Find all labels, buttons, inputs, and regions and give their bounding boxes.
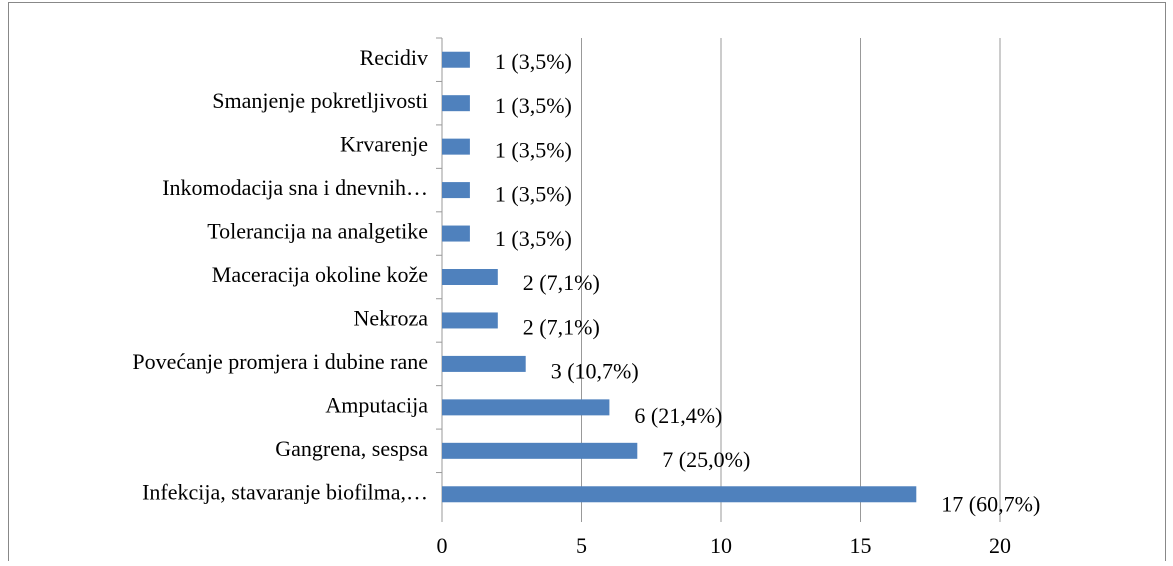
y-tick-label: Povećanje promjera i dubine rane <box>132 349 428 374</box>
bar <box>442 225 470 242</box>
data-label: 6 (21,4%) <box>634 403 722 428</box>
data-label: 1 (3,5%) <box>495 93 572 118</box>
x-tick-label: 10 <box>710 533 732 558</box>
y-tick-label: Recidiv <box>360 45 428 70</box>
data-label: 1 (3,5%) <box>495 49 572 74</box>
data-label: 1 (3,5%) <box>495 182 572 207</box>
x-tick-label: 0 <box>437 533 448 558</box>
x-tick-label: 5 <box>576 533 587 558</box>
data-label: 2 (7,1%) <box>523 314 600 339</box>
y-tick-label: Inkomodacija sna i dnevnih… <box>162 175 428 200</box>
bar <box>442 138 470 155</box>
data-label: 17 (60,7%) <box>941 491 1040 516</box>
data-label: 1 (3,5%) <box>495 226 572 251</box>
data-label: 2 (7,1%) <box>523 270 600 295</box>
y-tick-label: Nekroza <box>353 306 428 331</box>
y-tick-label: Amputacija <box>325 392 428 417</box>
x-tick-label: 15 <box>850 533 872 558</box>
bar <box>442 95 470 112</box>
bar <box>442 355 526 372</box>
y-tick-label: Smanjenje pokretljivosti <box>212 88 428 113</box>
bar <box>442 399 610 416</box>
data-label: 7 (25,0%) <box>662 447 750 472</box>
bar <box>442 312 498 329</box>
y-tick-label: Tolerancija na analgetike <box>207 219 428 244</box>
x-tick-label: 20 <box>989 533 1011 558</box>
chart-frame <box>8 2 1166 566</box>
data-label: 1 (3,5%) <box>495 137 572 162</box>
bar <box>442 182 470 199</box>
y-tick-label: Infekcija, stavaranje biofilma,… <box>142 479 428 504</box>
y-tick-label: Krvarenje <box>340 132 428 157</box>
y-tick-label: Maceracija okoline kože <box>212 262 428 287</box>
bar <box>442 51 470 68</box>
y-tick-label: Gangrena, sespsa <box>275 436 428 461</box>
bar <box>442 486 917 503</box>
bar <box>442 269 498 285</box>
bar <box>442 442 638 459</box>
data-label: 3 (10,7%) <box>551 359 639 384</box>
